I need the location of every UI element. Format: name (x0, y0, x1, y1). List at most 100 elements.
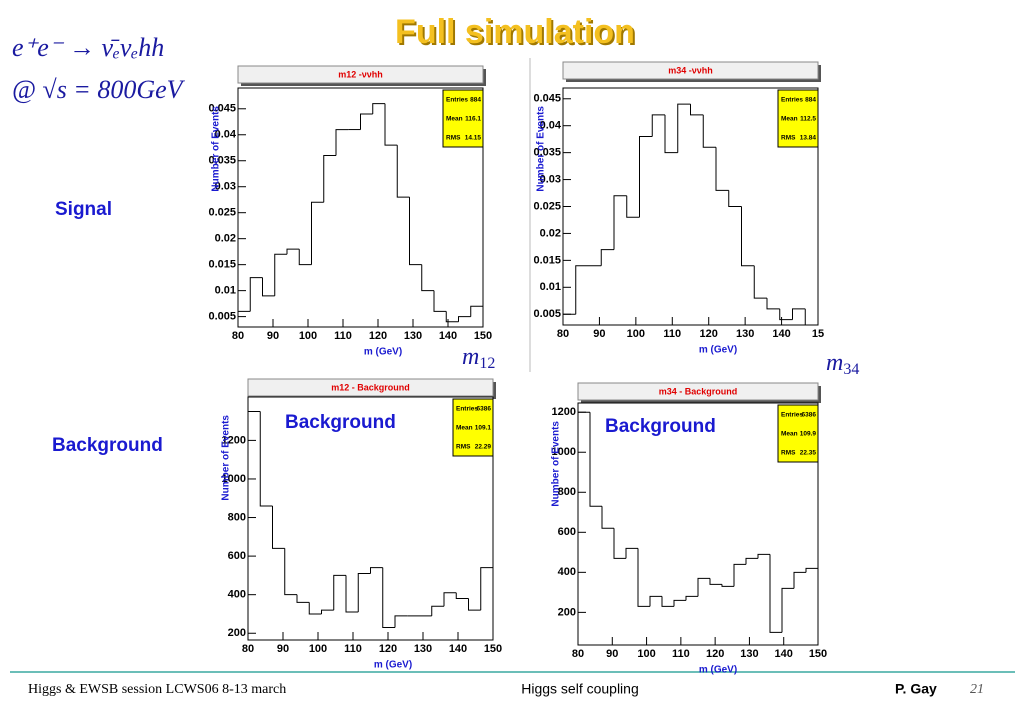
formula: e⁺e⁻ → ν̄ₑνₑhh (12, 33, 164, 62)
histogram-bin (600, 249, 614, 266)
stats-value: 884 (805, 97, 816, 104)
stats-box (452, 398, 494, 457)
histogram-bin (274, 253, 287, 296)
y-tick-label: 600 (228, 550, 246, 562)
histogram-bin (311, 201, 324, 265)
histogram-bin (433, 290, 447, 312)
annotation: Background (605, 416, 716, 437)
y-tick-label: 0.005 (533, 308, 561, 320)
x-tick-label: 120 (369, 330, 387, 342)
histogram-bin (445, 311, 459, 323)
histogram-bin (259, 411, 273, 507)
y-axis-label: Number of Events (551, 421, 562, 507)
histogram-bin (793, 571, 806, 589)
stats-value: 14.15 (465, 135, 482, 142)
histogram-bin (238, 310, 251, 327)
x-tick-label: 130 (740, 648, 758, 660)
y-tick-label: 0.045 (533, 93, 561, 105)
chart-title: m34 -ννhh (668, 65, 713, 75)
y-tick-label: 0.03 (540, 173, 561, 185)
y-tick-label: 1000 (222, 473, 246, 485)
y-tick-label: 0.03 (215, 181, 236, 193)
row-label: Background (52, 435, 163, 456)
histogram-bin (709, 578, 722, 585)
histogram-bin (443, 592, 457, 607)
histogram-bin (262, 277, 275, 297)
histogram-bin (757, 553, 770, 559)
y-tick-label: 1000 (552, 446, 576, 458)
histogram-bin (333, 574, 346, 611)
stats-label: Mean (446, 116, 463, 123)
histogram-bin (805, 567, 818, 645)
histogram-bin (745, 557, 758, 565)
histogram-bin (468, 598, 481, 611)
y-tick-label: 0.04 (215, 129, 237, 141)
histogram-bin (335, 129, 349, 156)
x-tick-label: 120 (700, 328, 718, 340)
slide-title: Full simulation (395, 13, 635, 51)
y-axis-label: Number of Events (211, 106, 222, 192)
stats-value: 884 (470, 97, 481, 104)
histogram-bin (394, 615, 408, 628)
histogram-bin (370, 567, 383, 574)
stats-value: 6386 (477, 406, 492, 413)
stats-label: Entries (781, 97, 803, 104)
histogram-bin (649, 595, 662, 607)
plot-frame (247, 396, 494, 641)
x-axis-label: m (GeV) (364, 347, 402, 358)
histogram (238, 103, 483, 327)
y-tick-label: 0.035 (533, 147, 561, 159)
histogram-bin (664, 114, 678, 154)
chart-title: m12 - Background (331, 382, 410, 392)
title-box (237, 65, 484, 84)
histogram-bin (421, 264, 434, 292)
histogram-bin (248, 410, 261, 640)
histogram-bin (637, 548, 650, 607)
x-tick-label: 80 (232, 330, 244, 342)
x-tick-label: 140 (449, 643, 467, 655)
y-tick-label: 1200 (222, 434, 246, 446)
y-tick-label: 0.015 (533, 254, 561, 266)
histogram-bin (741, 206, 755, 267)
histogram-bin (396, 145, 410, 198)
histogram-bin (677, 103, 691, 153)
histogram-bin (431, 605, 444, 616)
x-tick-label: 110 (344, 643, 362, 655)
x-tick-label: 15 (812, 328, 824, 340)
histogram-bin (651, 114, 665, 137)
histogram-bin (661, 596, 674, 607)
histogram-bin (626, 195, 640, 218)
x-tick-label: 130 (414, 643, 432, 655)
x-tick-label: 140 (439, 330, 457, 342)
stats-label: Entries (446, 97, 468, 104)
stats-value: 13.84 (800, 135, 817, 142)
histogram-bin (613, 195, 627, 250)
histogram-bin (601, 506, 614, 529)
histogram-bin (792, 308, 806, 320)
chart-title: m12 -ννhh (338, 69, 383, 79)
histogram-bin (766, 298, 780, 310)
x-tick-label: 100 (299, 330, 317, 342)
x-tick-label: 80 (557, 328, 569, 340)
stats-value: 116.1 (465, 116, 481, 123)
page-number: 21 (970, 682, 984, 697)
histogram-bin (308, 602, 322, 615)
stats-value: 22.35 (800, 450, 817, 457)
title-shadow: Full simulation (397, 15, 637, 53)
x-tick-label: 90 (267, 330, 279, 342)
histogram-bin (779, 308, 793, 321)
x-tick-label: 90 (593, 328, 605, 340)
histogram-bin (298, 249, 312, 266)
y-tick-label: 0.02 (215, 233, 236, 245)
x-axis-label: m (GeV) (699, 665, 737, 676)
histogram-bin (480, 567, 493, 640)
histogram-bin (345, 575, 359, 613)
histogram-bin (702, 114, 716, 148)
histogram-bin (589, 412, 602, 507)
annotation: Background (285, 412, 396, 433)
y-tick-label: 800 (228, 511, 246, 523)
stats-label: Mean (781, 431, 798, 438)
histogram-bin (690, 104, 704, 116)
x-tick-label: 80 (572, 648, 584, 660)
stats-value: 22.29 (475, 444, 492, 451)
